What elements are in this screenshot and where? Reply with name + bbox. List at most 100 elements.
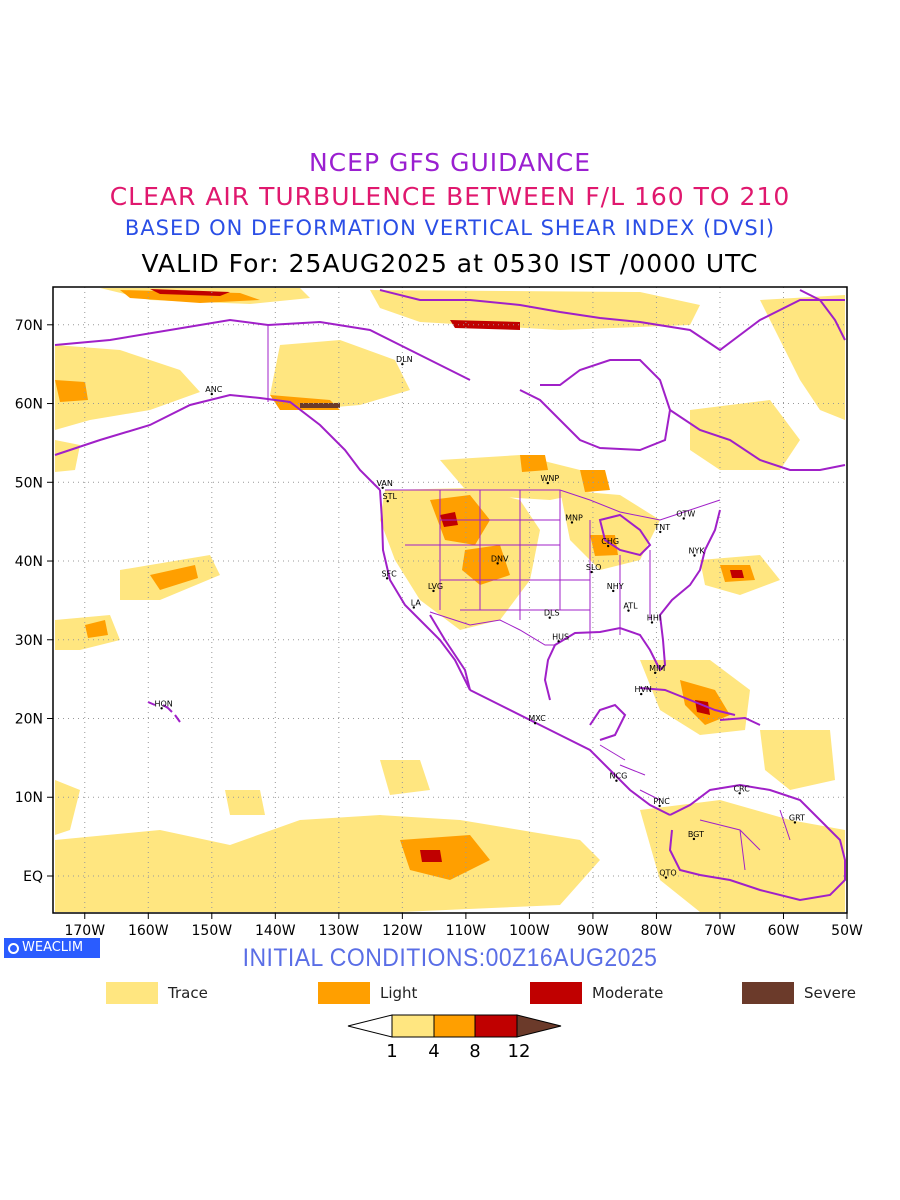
title-line-1: NCEP GFS GUIDANCE [308,148,591,177]
city-marker [533,722,537,725]
legend-item-moderate: Moderate [530,982,663,1004]
severe-areas [300,403,340,408]
light-patch [462,545,510,585]
trace-patch [55,780,80,835]
trace-patch [440,455,600,500]
south-america [668,783,846,902]
city-label: ANC [205,385,222,394]
lat-tick-label: 30N [15,633,43,649]
city-marker [664,876,668,879]
colorbar: 1 4 8 12 [347,1014,562,1062]
city-marker [650,621,654,624]
city-label: CRC [733,784,750,793]
lon-tick-label: 110W [446,923,487,939]
city-marker [692,837,696,841]
initial-conditions: INITIAL CONDITIONS:00Z16AUG2025 [242,944,658,972]
great-lakes [598,513,652,557]
city-label: SFC [381,569,397,578]
moderate-patch [730,570,744,578]
trace-patch [760,295,845,420]
light-patch [520,455,548,472]
brand-text: WEACLIM [22,940,84,955]
city-label: NCG [610,772,628,781]
lon-tick-label: 90W [577,923,609,939]
lat-tick-label: 50N [15,475,43,491]
city-label: STL [383,492,398,501]
colorbar-segment [474,1014,518,1038]
city-marker [386,499,389,503]
city-marker [432,589,435,593]
city-label: DLN [396,355,413,364]
legend-swatch [106,982,158,1004]
city-label: DNV [491,554,509,563]
alaska-north-coast [54,318,471,381]
light-patch [590,535,618,556]
political-borders [267,326,791,871]
globe-icon [8,942,19,954]
legend-item-severe: Severe [742,982,856,1004]
severe-patch [300,403,340,408]
colorbar-lower-arrow [347,1014,393,1038]
city-marker [590,570,593,574]
lat-tick-label: 60N [15,397,43,413]
city-marker [653,671,657,675]
trace-patch [270,340,410,410]
coastlines [54,289,846,902]
city-marker [659,530,662,534]
city-label: LA [411,598,422,607]
lat-tick-label: 20N [15,712,43,728]
city-label: TNT [653,523,670,532]
lon-tick-label: 120W [382,923,423,939]
trace-patch [380,488,540,630]
city-label: MIM [649,664,665,673]
city-label: WNP [540,474,559,483]
turbulence-layer [55,288,845,912]
legend-label: Light [380,984,418,1002]
city-marker [639,692,643,696]
lat-tick-label: 70N [15,318,43,334]
lon-tick-label: 130W [319,923,360,939]
city-marker [627,609,630,612]
trace-patch [55,345,200,430]
valid-time: VALID For: 25AUG2025 at 0530 IST /0000 U… [141,249,759,278]
us-states-grid [405,490,651,640]
city-marker [412,606,415,609]
weaclim-logo: WEACLIM [4,938,100,958]
city-label: DLS [544,609,560,618]
lon-tick-label: 150W [192,923,233,939]
trace-patch [560,490,660,570]
city-label: PNC [653,797,670,806]
trace-patch [225,790,265,815]
legend-label: Severe [804,984,856,1002]
city-marker [548,616,551,619]
city-marker [160,707,163,710]
east-canada-coast [669,409,846,471]
moderate-patch [150,289,230,296]
hispaniola [719,716,761,726]
trace-patch [380,760,430,795]
lat-tick-label: 10N [15,790,43,806]
alaska-coast [54,393,381,491]
hawaii [147,701,181,723]
trace-patch [640,800,845,912]
central-america-borders [599,744,661,801]
light-patch [150,565,198,590]
city-marker [210,392,213,396]
city-marker [612,589,615,593]
city-label: MNP [565,513,583,522]
axis-ticks: 70N 60N 50N 40N 30N 20N 10N EQ 170W 160W 150W 140W 1… [15,318,863,939]
lon-tick-label: 60W [768,923,800,939]
city-marker [381,486,384,489]
us-west-coast [379,489,471,691]
city-marker [693,554,696,557]
lon-tick-label: 100W [509,923,550,939]
city-marker [606,544,610,548]
lon-tick-label: 140W [255,923,296,939]
city-label: SLO [586,563,602,572]
city-labels: DLN ANC VAN STL WNP OTW MNP TNT CHG NYK SFC DNV SLO L… [154,355,805,879]
city-marker [401,362,404,366]
colorbar-upper-arrow [516,1014,562,1038]
city-label: HUS [552,632,569,641]
city-label: GRT [789,813,805,822]
